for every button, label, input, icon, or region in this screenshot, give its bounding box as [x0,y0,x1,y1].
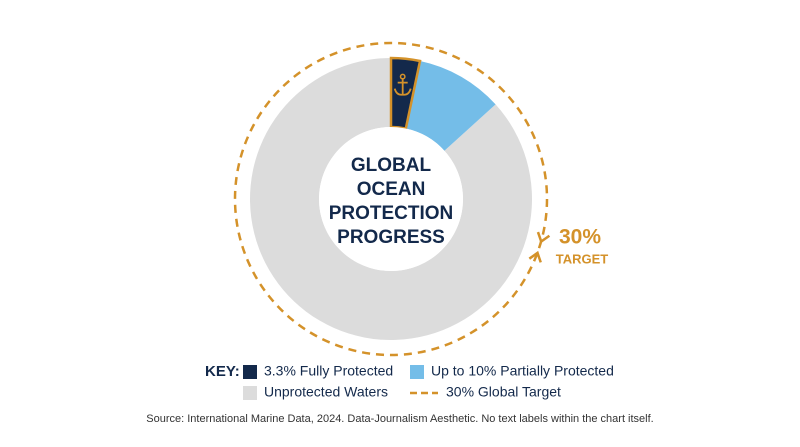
anchor-icon [393,78,412,96]
legend-label: 3.3% Fully Protected [264,363,393,379]
target-label: 30% [559,226,601,249]
legend-swatch [410,365,424,379]
target-sublabel: TARGET [556,251,609,266]
center-title: GLOBAL OCEAN PROTECTION PROGRESS [328,155,454,248]
donut-hole [319,127,463,271]
target-marker [528,231,551,263]
legend-label: Up to 10% Partially Protected [431,363,614,379]
legend-swatch [243,386,257,400]
legend-label: Unprotected Waters [264,384,388,400]
source: Source: International Marine Data, 2024.… [146,413,653,425]
legend-title: KEY: [205,363,240,380]
legend-swatch [243,365,257,379]
slice [405,61,496,151]
target-ring [233,41,549,357]
slice [249,58,533,340]
legend-label: 30% Global Target [446,384,561,400]
anchor-ring [399,73,406,80]
